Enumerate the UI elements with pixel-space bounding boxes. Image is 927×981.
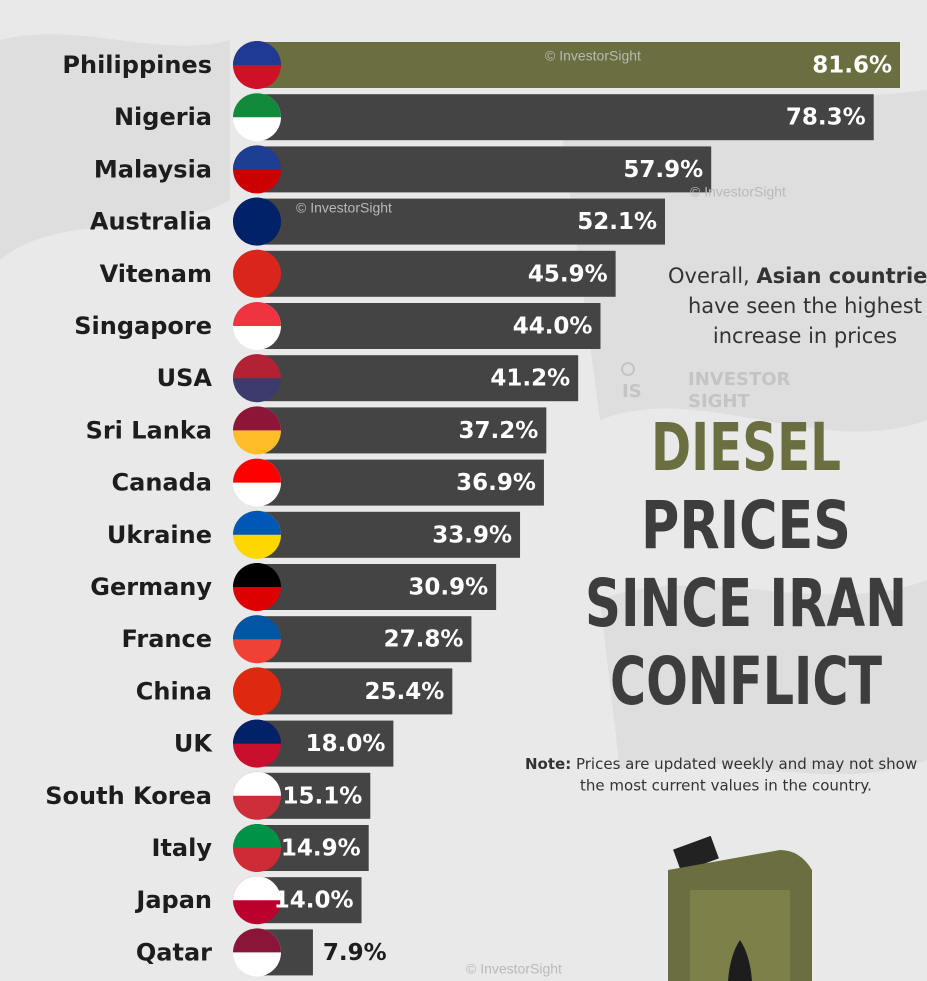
bar (250, 616, 472, 663)
value-label: 52.1% (577, 209, 657, 235)
flag (233, 615, 281, 640)
watermark: © InvestorSight (545, 48, 641, 64)
category-label: Philippines (62, 51, 212, 79)
flag (233, 771, 281, 796)
value-label: 45.9% (528, 261, 608, 287)
value-label: 41.2% (490, 366, 570, 392)
chart-title: SINCE IRAN (585, 565, 907, 642)
value-label: 78.3% (786, 105, 866, 131)
category-label: China (136, 677, 212, 705)
bar (250, 459, 544, 506)
annotation-prefix: Overall, (668, 264, 750, 288)
flag (233, 719, 281, 744)
category-label: Canada (112, 469, 212, 497)
flag (233, 354, 281, 379)
category-label: Qatar (136, 938, 212, 966)
bar (250, 564, 497, 610)
category-label: Australia (90, 208, 212, 236)
category-label: Germany (90, 573, 212, 601)
bar (250, 146, 712, 193)
logo-text: SIGHT (688, 391, 751, 412)
flag (233, 41, 281, 65)
flag (233, 667, 281, 692)
flag (233, 510, 281, 535)
flag (233, 928, 281, 953)
note-label: Note: (525, 755, 571, 773)
category-label: Sri Lanka (86, 416, 212, 444)
value-label: 7.9% (323, 940, 387, 966)
value-label: 57.9% (623, 157, 703, 183)
chart-title: CONFLICT (610, 643, 882, 720)
value-label: 36.9% (456, 470, 536, 496)
bar (250, 42, 900, 88)
note-line: Note: Prices are updated weekly and may … (525, 755, 917, 773)
value-label: 33.9% (432, 522, 512, 548)
bars: Philippines 81.6% Nigeria 78.3% Malaysia 57.9… (45, 41, 900, 977)
flag (233, 145, 281, 170)
flag (233, 458, 281, 483)
logo: IS INVESTOR SIGHT (621, 362, 791, 412)
flag (233, 249, 281, 274)
jerry-can (668, 835, 812, 981)
value-label: 37.2% (459, 418, 539, 444)
annotation-line: Overall, Asian countrie (668, 264, 927, 288)
bar (250, 407, 547, 454)
bar (250, 198, 666, 245)
value-label: 81.6% (812, 53, 892, 79)
value-label: 14.0% (274, 888, 354, 914)
flag (233, 406, 281, 431)
note-text: Prices are updated weekly and may not sh… (576, 755, 917, 773)
annotation-line: have seen the highest (688, 294, 922, 318)
chart-title: DIESEL (651, 409, 841, 486)
category-label: Japan (134, 886, 212, 914)
value-label: 15.1% (282, 783, 362, 809)
value-label: 30.9% (408, 575, 488, 601)
category-label: Nigeria (114, 103, 212, 131)
logo-text: INVESTOR (688, 369, 791, 390)
value-label: 44.0% (513, 314, 593, 340)
flag (233, 93, 281, 118)
category-label: Vitenam (100, 260, 212, 288)
annotation-line: increase in prices (713, 324, 897, 348)
category-label: Ukraine (107, 521, 212, 549)
annotation-bold: Asian countrie (756, 264, 927, 288)
bar (250, 303, 601, 349)
watermark: © InvestorSight (296, 200, 392, 216)
value-label: 18.0% (306, 731, 386, 757)
category-label: UK (174, 730, 213, 758)
bar (250, 511, 521, 558)
flag (233, 876, 281, 901)
category-label: USA (157, 364, 213, 392)
watermark: © InvestorSight (690, 184, 786, 200)
flag (233, 824, 281, 848)
category-label: Singapore (74, 312, 212, 340)
category-label: France (122, 625, 212, 653)
chart-title: PRICES (641, 487, 851, 564)
bar (250, 94, 874, 141)
value-label: 27.8% (384, 627, 464, 653)
bar (250, 668, 453, 715)
category-label: South Korea (45, 782, 212, 810)
category-label: Italy (152, 834, 213, 862)
flag (233, 563, 281, 587)
flag (233, 302, 281, 326)
flag (233, 197, 281, 222)
value-label: 25.4% (365, 679, 445, 705)
value-label: 14.9% (281, 836, 361, 862)
bar (250, 355, 579, 402)
category-label: Malaysia (94, 155, 212, 183)
bar (250, 250, 616, 297)
watermark: © InvestorSight (466, 961, 562, 977)
note-line: the most current values in the country. (580, 777, 872, 795)
logo-mark: IS (622, 381, 642, 402)
